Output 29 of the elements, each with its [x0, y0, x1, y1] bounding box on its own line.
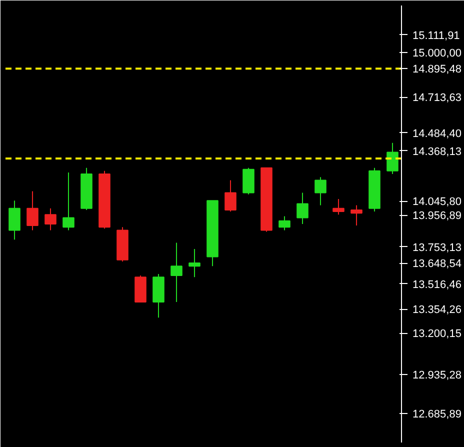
candlestick	[386, 142, 398, 175]
candlestick	[278, 216, 290, 231]
candlestick	[170, 242, 182, 303]
y-tick-label: 13.648,54	[412, 258, 462, 270]
candlestick	[296, 192, 308, 224]
y-tick-label: 13.956,89	[412, 210, 462, 222]
y-tick-label: 12.935,28	[412, 370, 462, 382]
candlestick	[188, 248, 200, 278]
y-tick-label: 14.713,63	[412, 92, 462, 104]
y-tick-label: 12.685,89	[412, 408, 462, 420]
y-tick-label: 14.484,40	[412, 128, 462, 140]
y-tick-label: 15.000,00	[412, 47, 462, 60]
y-tick-label: 13.516,46	[412, 278, 462, 291]
candlestick	[62, 172, 74, 231]
candlestick	[8, 200, 20, 240]
y-tick-label: 13.354,26	[412, 304, 462, 316]
candlestick	[224, 180, 236, 212]
candlestick	[314, 176, 326, 206]
y-tick-label: 13.200,15	[412, 328, 462, 340]
candlestick	[26, 190, 38, 231]
y-tick-label: 14.045,80	[412, 196, 462, 208]
y-tick-label: 14.895,48	[412, 64, 462, 76]
candlestick	[242, 167, 254, 195]
candlestick	[332, 198, 344, 216]
candlestick	[350, 204, 362, 226]
candlestick	[44, 208, 56, 231]
y-tick-label: 14.368,13	[412, 146, 462, 158]
y-tick-label: 13.753,13	[412, 242, 462, 254]
y-tick-label: 15.111,91	[412, 30, 460, 42]
